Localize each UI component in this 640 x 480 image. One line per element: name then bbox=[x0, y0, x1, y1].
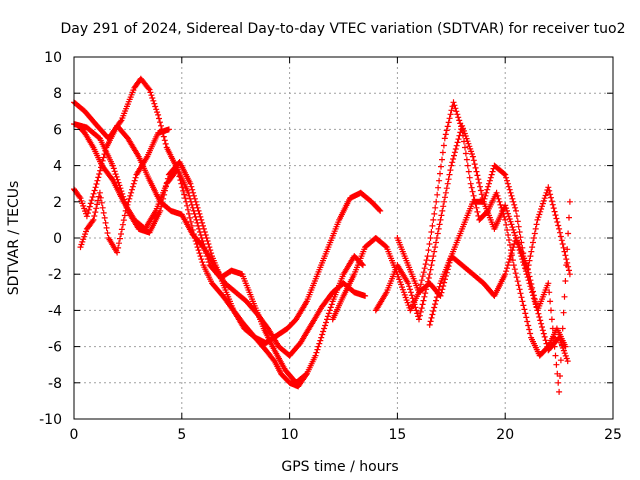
plus-markers bbox=[75, 122, 310, 386]
y-tick-label: 8 bbox=[53, 86, 62, 102]
series-track-2 bbox=[71, 121, 366, 390]
y-tick-label: -4 bbox=[48, 303, 62, 319]
x-tick-label: 25 bbox=[604, 427, 622, 443]
plus-markers bbox=[394, 162, 573, 299]
y-tick-label: 2 bbox=[53, 195, 62, 211]
y-tick-label: 6 bbox=[53, 122, 62, 138]
plus-markers bbox=[372, 122, 571, 365]
x-tick-label: 10 bbox=[281, 427, 299, 443]
x-tick-label: 0 bbox=[70, 427, 79, 443]
y-tick-label: -8 bbox=[48, 376, 62, 392]
series-track-3 bbox=[71, 122, 369, 359]
series-track-8 bbox=[394, 162, 573, 299]
plus-markers bbox=[71, 122, 369, 359]
axis-ticks: 0 5 10 15 20 25 -10 -8 -6 -4 -2 0 2 4 6 8 10 bbox=[39, 50, 622, 443]
x-tick-label: 5 bbox=[177, 427, 186, 443]
y-tick-label: -6 bbox=[48, 340, 62, 356]
plus-markers bbox=[77, 126, 172, 256]
plus-markers bbox=[71, 121, 366, 390]
y-tick-label: 4 bbox=[53, 159, 62, 175]
x-tick-label: 15 bbox=[388, 427, 406, 443]
series-track-5 bbox=[77, 126, 172, 256]
x-axis-label: GPS time / hours bbox=[281, 459, 398, 475]
y-tick-label: 0 bbox=[53, 231, 62, 247]
plus-markers bbox=[426, 198, 573, 395]
data-series bbox=[71, 75, 573, 395]
y-tick-label: -10 bbox=[39, 412, 62, 428]
series-track-4 bbox=[75, 122, 310, 386]
y-axis-label: SDTVAR / TECUs bbox=[6, 181, 22, 296]
y-tick-label: -2 bbox=[48, 267, 62, 283]
x-tick-label: 20 bbox=[496, 427, 514, 443]
chart-title: Day 291 of 2024, Sidereal Day-to-day VTE… bbox=[60, 21, 625, 37]
series-track-7 bbox=[372, 122, 571, 365]
series-track-9 bbox=[426, 198, 573, 395]
y-tick-label: 10 bbox=[44, 50, 62, 66]
